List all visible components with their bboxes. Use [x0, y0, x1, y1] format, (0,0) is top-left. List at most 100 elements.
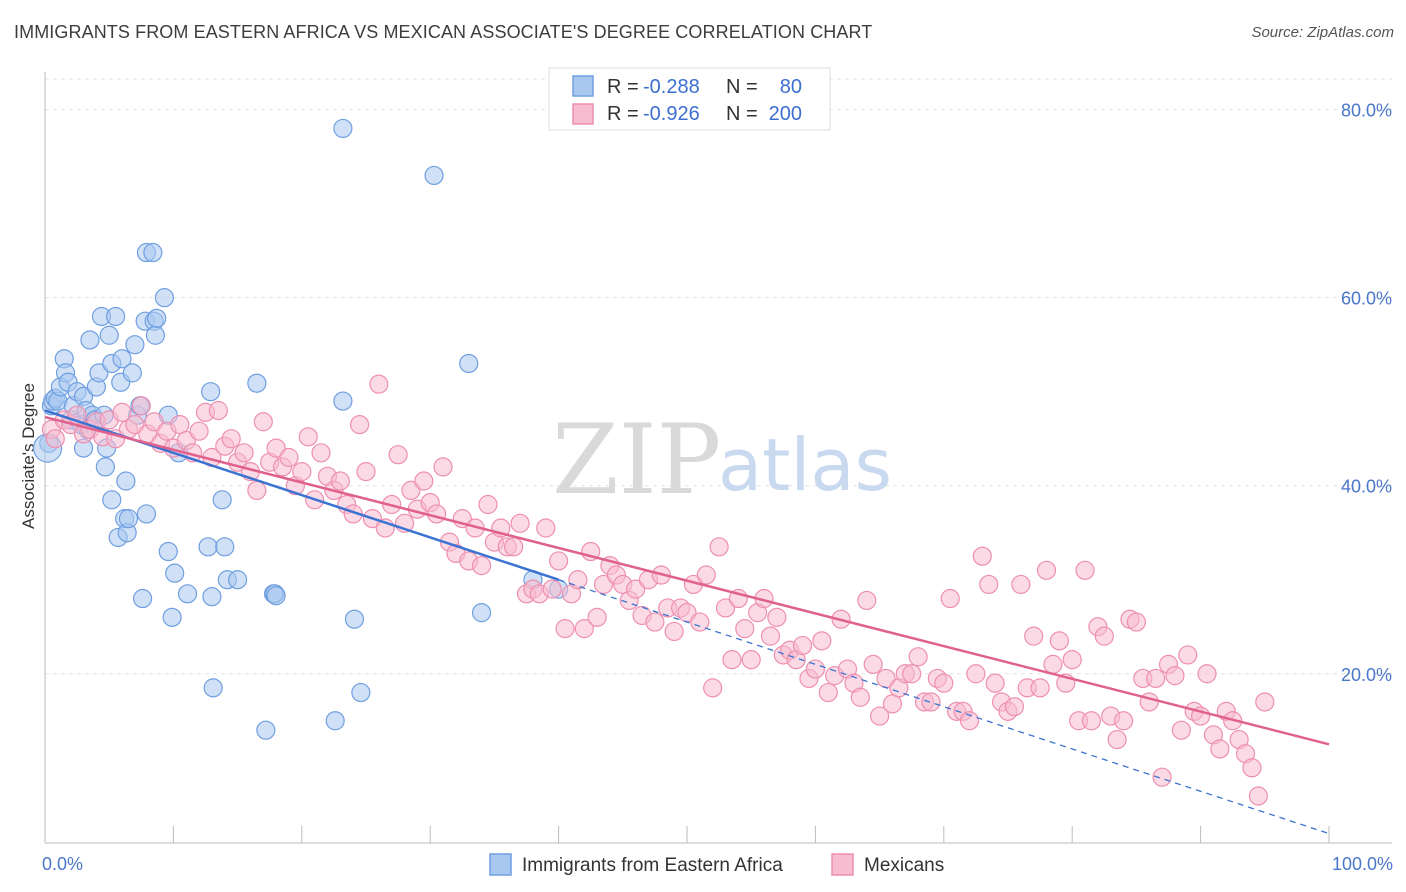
x-ticks: 0.0% 100.0% — [42, 826, 1393, 874]
legend-swatch-eastern-africa — [572, 75, 594, 97]
point-mexicans-120 — [812, 631, 832, 651]
point-mexicans-54 — [388, 445, 408, 465]
point-mexicans-134 — [902, 664, 922, 684]
point-eastern-africa-56 — [198, 537, 218, 557]
point-mexicans-32 — [247, 480, 267, 501]
point-eastern-africa-57 — [201, 382, 221, 402]
point-mexicans-176 — [1171, 720, 1191, 740]
point-eastern-africa-43 — [136, 504, 157, 524]
point-mexicans-146 — [979, 574, 999, 595]
point-mexicans-94 — [645, 612, 665, 632]
point-eastern-africa-32 — [112, 349, 132, 369]
watermark-zip: ZIP — [552, 404, 721, 516]
point-mexicans-77 — [536, 518, 556, 538]
point-mexicans-162 — [1081, 711, 1102, 731]
point-eastern-africa-70 — [333, 391, 353, 411]
point-eastern-africa-29 — [106, 306, 126, 327]
point-mexicans-143 — [959, 711, 980, 731]
point-eastern-africa-72 — [344, 609, 365, 629]
x-tick-label-1: 100.0% — [1332, 854, 1393, 874]
point-mexicans-182 — [1210, 739, 1230, 759]
point-eastern-africa-53 — [165, 563, 185, 583]
point-mexicans-105 — [715, 598, 736, 618]
trend-mexicans — [44, 415, 1330, 746]
point-mexicans-56 — [401, 480, 421, 501]
point-mexicans-42 — [311, 443, 331, 463]
point-mexicans-156 — [1043, 654, 1063, 674]
point-mexicans-189 — [1255, 692, 1275, 712]
point-eastern-africa-47 — [145, 325, 166, 345]
point-mexicans-83 — [574, 619, 594, 639]
legend-r-label-0: R = — [607, 76, 639, 98]
point-mexicans-137 — [921, 692, 941, 712]
point-mexicans-73 — [510, 513, 530, 533]
point-mexicans-112 — [760, 626, 781, 646]
legend-box — [548, 67, 831, 131]
point-eastern-africa-69 — [325, 711, 345, 731]
watermark: ZIP atlas — [552, 404, 892, 516]
point-eastern-africa-61 — [215, 537, 235, 557]
point-mexicans-20 — [170, 414, 190, 435]
y-axis-label: Associate's Degree — [19, 383, 38, 529]
point-eastern-africa-58 — [202, 587, 222, 607]
legend-n-value-0: 80 — [780, 76, 802, 98]
point-eastern-africa-59 — [203, 678, 223, 698]
point-mexicans-188 — [1248, 786, 1268, 806]
x-tick-label-0: 0.0% — [42, 854, 83, 874]
point-mexicans-139 — [934, 673, 954, 693]
bottom-legend-label-mexicans: Mexicans — [864, 855, 944, 876]
point-eastern-africa-37 — [122, 363, 142, 383]
point-eastern-africa-26 — [99, 325, 119, 345]
y-tick-label-0: 20.0% — [1341, 665, 1392, 685]
point-mexicans-68 — [478, 494, 498, 515]
point-mexicans-102 — [696, 565, 716, 585]
point-eastern-africa-45 — [143, 242, 163, 263]
y-tick-label-1: 40.0% — [1341, 477, 1392, 497]
trend-lines — [44, 409, 1330, 835]
legend-r-value-1: -0.926 — [643, 103, 700, 125]
point-mexicans-86 — [593, 574, 614, 595]
point-mexicans-13 — [125, 414, 145, 435]
point-mexicans-97 — [664, 621, 684, 642]
legend-n-value-1: 200 — [769, 103, 802, 125]
point-mexicans-151 — [1011, 574, 1031, 595]
point-mexicans-58 — [414, 471, 434, 491]
bottom-legend: Immigrants from Eastern Africa Mexicans — [489, 853, 944, 876]
point-mexicans-1 — [45, 429, 65, 449]
legend-n-label-1: N = — [726, 103, 758, 125]
point-mexicans-103 — [703, 678, 723, 698]
point-mexicans-187 — [1242, 758, 1262, 778]
point-mexicans-37 — [279, 447, 299, 468]
point-mexicans-91 — [626, 579, 646, 599]
point-mexicans-113 — [767, 607, 787, 627]
bottom-legend-swatch-mexicans — [831, 853, 854, 876]
point-mexicans-129 — [869, 706, 890, 726]
legend-r-label-1: R = — [607, 103, 639, 125]
point-eastern-africa-36 — [118, 509, 139, 529]
point-mexicans-40 — [298, 427, 318, 447]
bottom-legend-label-eastern-africa: Immigrants from Eastern Africa — [522, 855, 783, 876]
point-mexicans-117 — [792, 635, 813, 656]
point-eastern-africa-74 — [424, 165, 444, 186]
bottom-legend-swatch-eastern-africa — [489, 853, 512, 876]
point-mexicans-167 — [1113, 711, 1134, 731]
point-mexicans-177 — [1178, 645, 1198, 665]
point-mexicans-108 — [735, 619, 755, 639]
point-mexicans-144 — [966, 664, 986, 684]
point-mexicans-61 — [433, 457, 453, 477]
point-eastern-africa-76 — [471, 603, 492, 623]
point-mexicans-16 — [144, 412, 164, 432]
point-mexicans-155 — [1036, 560, 1057, 580]
gridlines — [45, 78, 1392, 675]
point-eastern-africa-65 — [256, 720, 276, 740]
point-mexicans-145 — [972, 546, 992, 566]
point-mexicans-35 — [266, 438, 286, 458]
point-eastern-africa-73 — [351, 682, 371, 703]
point-mexicans-85 — [587, 607, 607, 627]
point-eastern-africa-48 — [147, 308, 167, 328]
point-mexicans-49 — [356, 462, 376, 482]
watermark-atlas: atlas — [718, 423, 892, 507]
point-mexicans-173 — [1152, 767, 1172, 787]
point-eastern-africa-17 — [80, 330, 100, 350]
